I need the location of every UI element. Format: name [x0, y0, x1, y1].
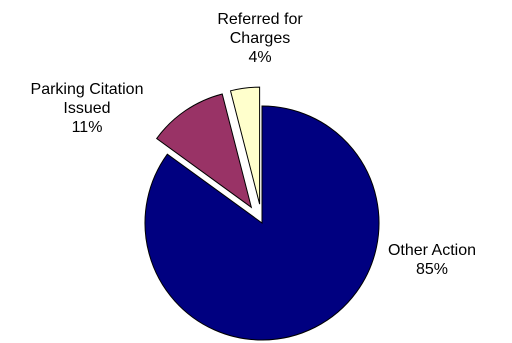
slice-label-0: Other Action 85%	[388, 242, 476, 278]
pie-slice-2	[229, 86, 261, 205]
pie-slice-0	[144, 105, 380, 341]
slice-category-text: Other Action	[388, 242, 476, 259]
slice-value-text: 85%	[416, 261, 448, 278]
slice-value-text: 4%	[248, 49, 271, 66]
slice-category-text: Issued	[63, 100, 110, 117]
slice-label-2: Referred for Charges 4%	[217, 11, 303, 66]
slice-category-text: Parking Citation	[31, 81, 144, 98]
pie-slice-1	[155, 93, 253, 209]
pie-labels: Other Action 85% Parking Citation Issued 11%…	[31, 11, 477, 278]
slice-category-text: Charges	[230, 30, 290, 47]
slice-value-text: 11%	[72, 119, 103, 136]
pie-slices	[144, 86, 380, 341]
slice-label-1: Parking Citation Issued 11%	[31, 81, 144, 136]
slice-category-text: Referred for	[217, 11, 303, 28]
